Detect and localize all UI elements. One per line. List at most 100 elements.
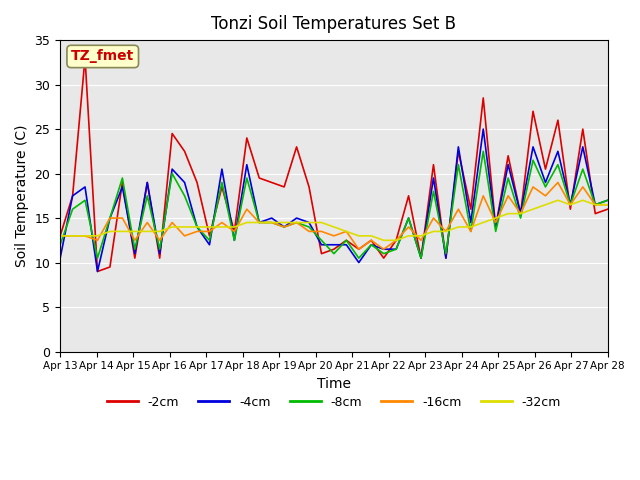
-16cm — [305, 228, 313, 234]
-2cm — [516, 211, 524, 216]
-32cm — [554, 197, 562, 203]
-2cm — [404, 193, 412, 199]
-16cm — [479, 193, 487, 199]
-8cm — [118, 175, 126, 181]
-32cm — [330, 224, 338, 230]
-2cm — [554, 117, 562, 123]
-16cm — [106, 215, 114, 221]
-4cm — [118, 184, 126, 190]
-2cm — [591, 211, 599, 216]
-8cm — [317, 238, 325, 243]
-32cm — [93, 233, 101, 239]
-32cm — [156, 228, 164, 234]
-8cm — [504, 175, 512, 181]
-2cm — [268, 180, 276, 185]
-2cm — [56, 233, 64, 239]
-8cm — [579, 166, 587, 172]
-2cm — [330, 246, 338, 252]
-8cm — [367, 242, 375, 248]
-16cm — [591, 202, 599, 208]
-16cm — [429, 215, 437, 221]
-8cm — [404, 215, 412, 221]
-32cm — [81, 233, 89, 239]
-4cm — [305, 220, 313, 226]
-16cm — [180, 233, 188, 239]
-32cm — [255, 220, 263, 226]
-32cm — [230, 224, 238, 230]
-4cm — [454, 144, 462, 150]
-16cm — [68, 233, 76, 239]
-32cm — [591, 202, 599, 208]
-2cm — [193, 180, 201, 185]
-16cm — [330, 233, 338, 239]
-8cm — [193, 224, 201, 230]
-32cm — [305, 220, 313, 226]
-32cm — [143, 228, 151, 234]
-2cm — [143, 180, 151, 185]
-32cm — [317, 220, 325, 226]
Line: -4cm: -4cm — [60, 129, 608, 272]
-32cm — [404, 233, 412, 239]
-2cm — [367, 238, 375, 243]
-4cm — [81, 184, 89, 190]
-2cm — [218, 184, 226, 190]
-4cm — [579, 144, 587, 150]
-2cm — [467, 206, 475, 212]
-16cm — [342, 228, 350, 234]
-2cm — [355, 246, 363, 252]
-32cm — [193, 224, 201, 230]
-2cm — [205, 233, 213, 239]
-2cm — [243, 135, 251, 141]
-32cm — [268, 220, 276, 226]
-16cm — [168, 220, 176, 226]
-8cm — [492, 228, 500, 234]
Line: -16cm: -16cm — [60, 182, 608, 249]
-4cm — [467, 220, 475, 226]
-4cm — [392, 246, 400, 252]
-8cm — [529, 157, 537, 163]
-4cm — [106, 215, 114, 221]
-8cm — [604, 197, 612, 203]
-16cm — [218, 220, 226, 226]
-8cm — [516, 215, 524, 221]
-16cm — [566, 202, 574, 208]
-16cm — [492, 220, 500, 226]
-8cm — [93, 255, 101, 261]
-32cm — [118, 228, 126, 234]
-4cm — [330, 242, 338, 248]
-4cm — [243, 162, 251, 168]
-32cm — [205, 224, 213, 230]
-8cm — [68, 206, 76, 212]
-4cm — [280, 224, 288, 230]
-2cm — [442, 255, 450, 261]
-2cm — [68, 193, 76, 199]
-32cm — [417, 233, 425, 239]
-4cm — [168, 166, 176, 172]
-32cm — [342, 228, 350, 234]
-32cm — [429, 228, 437, 234]
-32cm — [380, 238, 388, 243]
-8cm — [106, 215, 114, 221]
-32cm — [579, 197, 587, 203]
-32cm — [442, 228, 450, 234]
-2cm — [429, 162, 437, 168]
-8cm — [355, 255, 363, 261]
-8cm — [218, 180, 226, 185]
-2cm — [417, 255, 425, 261]
-16cm — [355, 246, 363, 252]
-2cm — [81, 55, 89, 61]
-4cm — [268, 215, 276, 221]
-4cm — [156, 251, 164, 256]
-32cm — [292, 220, 300, 226]
-32cm — [180, 224, 188, 230]
-8cm — [380, 251, 388, 256]
-4cm — [143, 180, 151, 185]
-32cm — [492, 215, 500, 221]
-16cm — [380, 246, 388, 252]
-4cm — [218, 166, 226, 172]
-8cm — [330, 251, 338, 256]
-16cm — [317, 228, 325, 234]
-8cm — [180, 193, 188, 199]
-4cm — [380, 246, 388, 252]
-4cm — [417, 255, 425, 261]
